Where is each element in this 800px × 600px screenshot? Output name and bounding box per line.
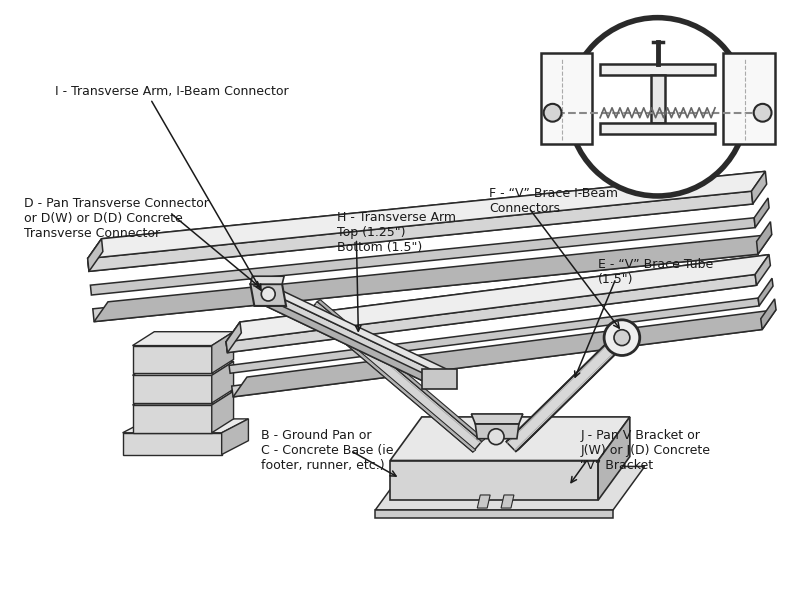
Polygon shape [212, 391, 234, 433]
Polygon shape [94, 235, 772, 322]
Polygon shape [757, 221, 772, 254]
Polygon shape [266, 301, 442, 388]
Polygon shape [390, 461, 598, 500]
Polygon shape [375, 466, 645, 510]
Polygon shape [506, 333, 626, 452]
Polygon shape [541, 53, 592, 145]
Polygon shape [233, 310, 776, 397]
Circle shape [569, 17, 746, 196]
Polygon shape [222, 419, 249, 455]
Circle shape [754, 104, 771, 122]
Polygon shape [308, 302, 482, 452]
Polygon shape [226, 274, 757, 353]
Polygon shape [232, 319, 762, 397]
Circle shape [544, 104, 562, 122]
Polygon shape [212, 361, 234, 403]
Polygon shape [133, 332, 234, 346]
Polygon shape [133, 375, 212, 403]
Polygon shape [226, 274, 757, 353]
Polygon shape [600, 64, 715, 75]
Polygon shape [122, 419, 249, 433]
Polygon shape [250, 276, 284, 284]
Polygon shape [250, 284, 286, 306]
Text: F - “V” Brace I-Beam
Connectors: F - “V” Brace I-Beam Connectors [489, 187, 618, 215]
Polygon shape [600, 122, 715, 134]
Text: I - Transverse Arm, I-Beam Connector: I - Transverse Arm, I-Beam Connector [55, 85, 289, 98]
Polygon shape [751, 172, 766, 204]
Circle shape [614, 330, 630, 346]
Polygon shape [88, 172, 766, 259]
Polygon shape [650, 75, 665, 122]
Polygon shape [478, 495, 490, 508]
Polygon shape [133, 346, 212, 373]
Polygon shape [229, 298, 759, 373]
Text: E - “V” Brace Tube
(1.5"): E - “V” Brace Tube (1.5") [598, 258, 714, 286]
Polygon shape [133, 361, 234, 375]
Polygon shape [475, 424, 519, 439]
Polygon shape [272, 289, 449, 375]
Polygon shape [266, 294, 442, 388]
Polygon shape [88, 239, 103, 271]
Text: J - Pan V Bracket or
J(W) or J(D) Concrete
“V” Bracket: J - Pan V Bracket or J(W) or J(D) Concre… [580, 429, 710, 472]
Polygon shape [422, 370, 458, 389]
Polygon shape [755, 254, 770, 285]
Polygon shape [758, 278, 773, 306]
Polygon shape [501, 495, 514, 508]
Text: D - Pan Transverse Connector
or D(W) or D(D) Concrete
Transverse Connector: D - Pan Transverse Connector or D(W) or … [23, 197, 208, 240]
Polygon shape [754, 198, 769, 227]
Circle shape [604, 320, 640, 355]
Polygon shape [761, 299, 776, 329]
Polygon shape [471, 414, 523, 424]
Polygon shape [88, 191, 753, 271]
Polygon shape [88, 191, 753, 271]
Polygon shape [516, 341, 630, 452]
Polygon shape [723, 53, 774, 145]
Polygon shape [133, 405, 212, 433]
Polygon shape [133, 391, 234, 405]
Polygon shape [226, 254, 769, 342]
Polygon shape [93, 241, 758, 322]
Polygon shape [226, 322, 242, 353]
Polygon shape [390, 417, 630, 461]
Circle shape [262, 287, 275, 301]
Polygon shape [375, 510, 613, 518]
Text: B - Ground Pan or
C - Concrete Base (ie
footer, runner, etc.): B - Ground Pan or C - Concrete Base (ie … [262, 429, 394, 472]
Polygon shape [506, 331, 620, 442]
Polygon shape [122, 433, 222, 455]
Polygon shape [88, 172, 766, 259]
Polygon shape [90, 218, 755, 295]
Text: H - Transverse Arm
Top (1.25")
Bottom (1.5"): H - Transverse Arm Top (1.25") Bottom (1… [337, 211, 455, 254]
Polygon shape [212, 332, 234, 373]
Polygon shape [318, 299, 485, 442]
Polygon shape [598, 417, 630, 500]
Circle shape [488, 429, 504, 445]
Polygon shape [308, 310, 476, 452]
Polygon shape [226, 254, 769, 342]
